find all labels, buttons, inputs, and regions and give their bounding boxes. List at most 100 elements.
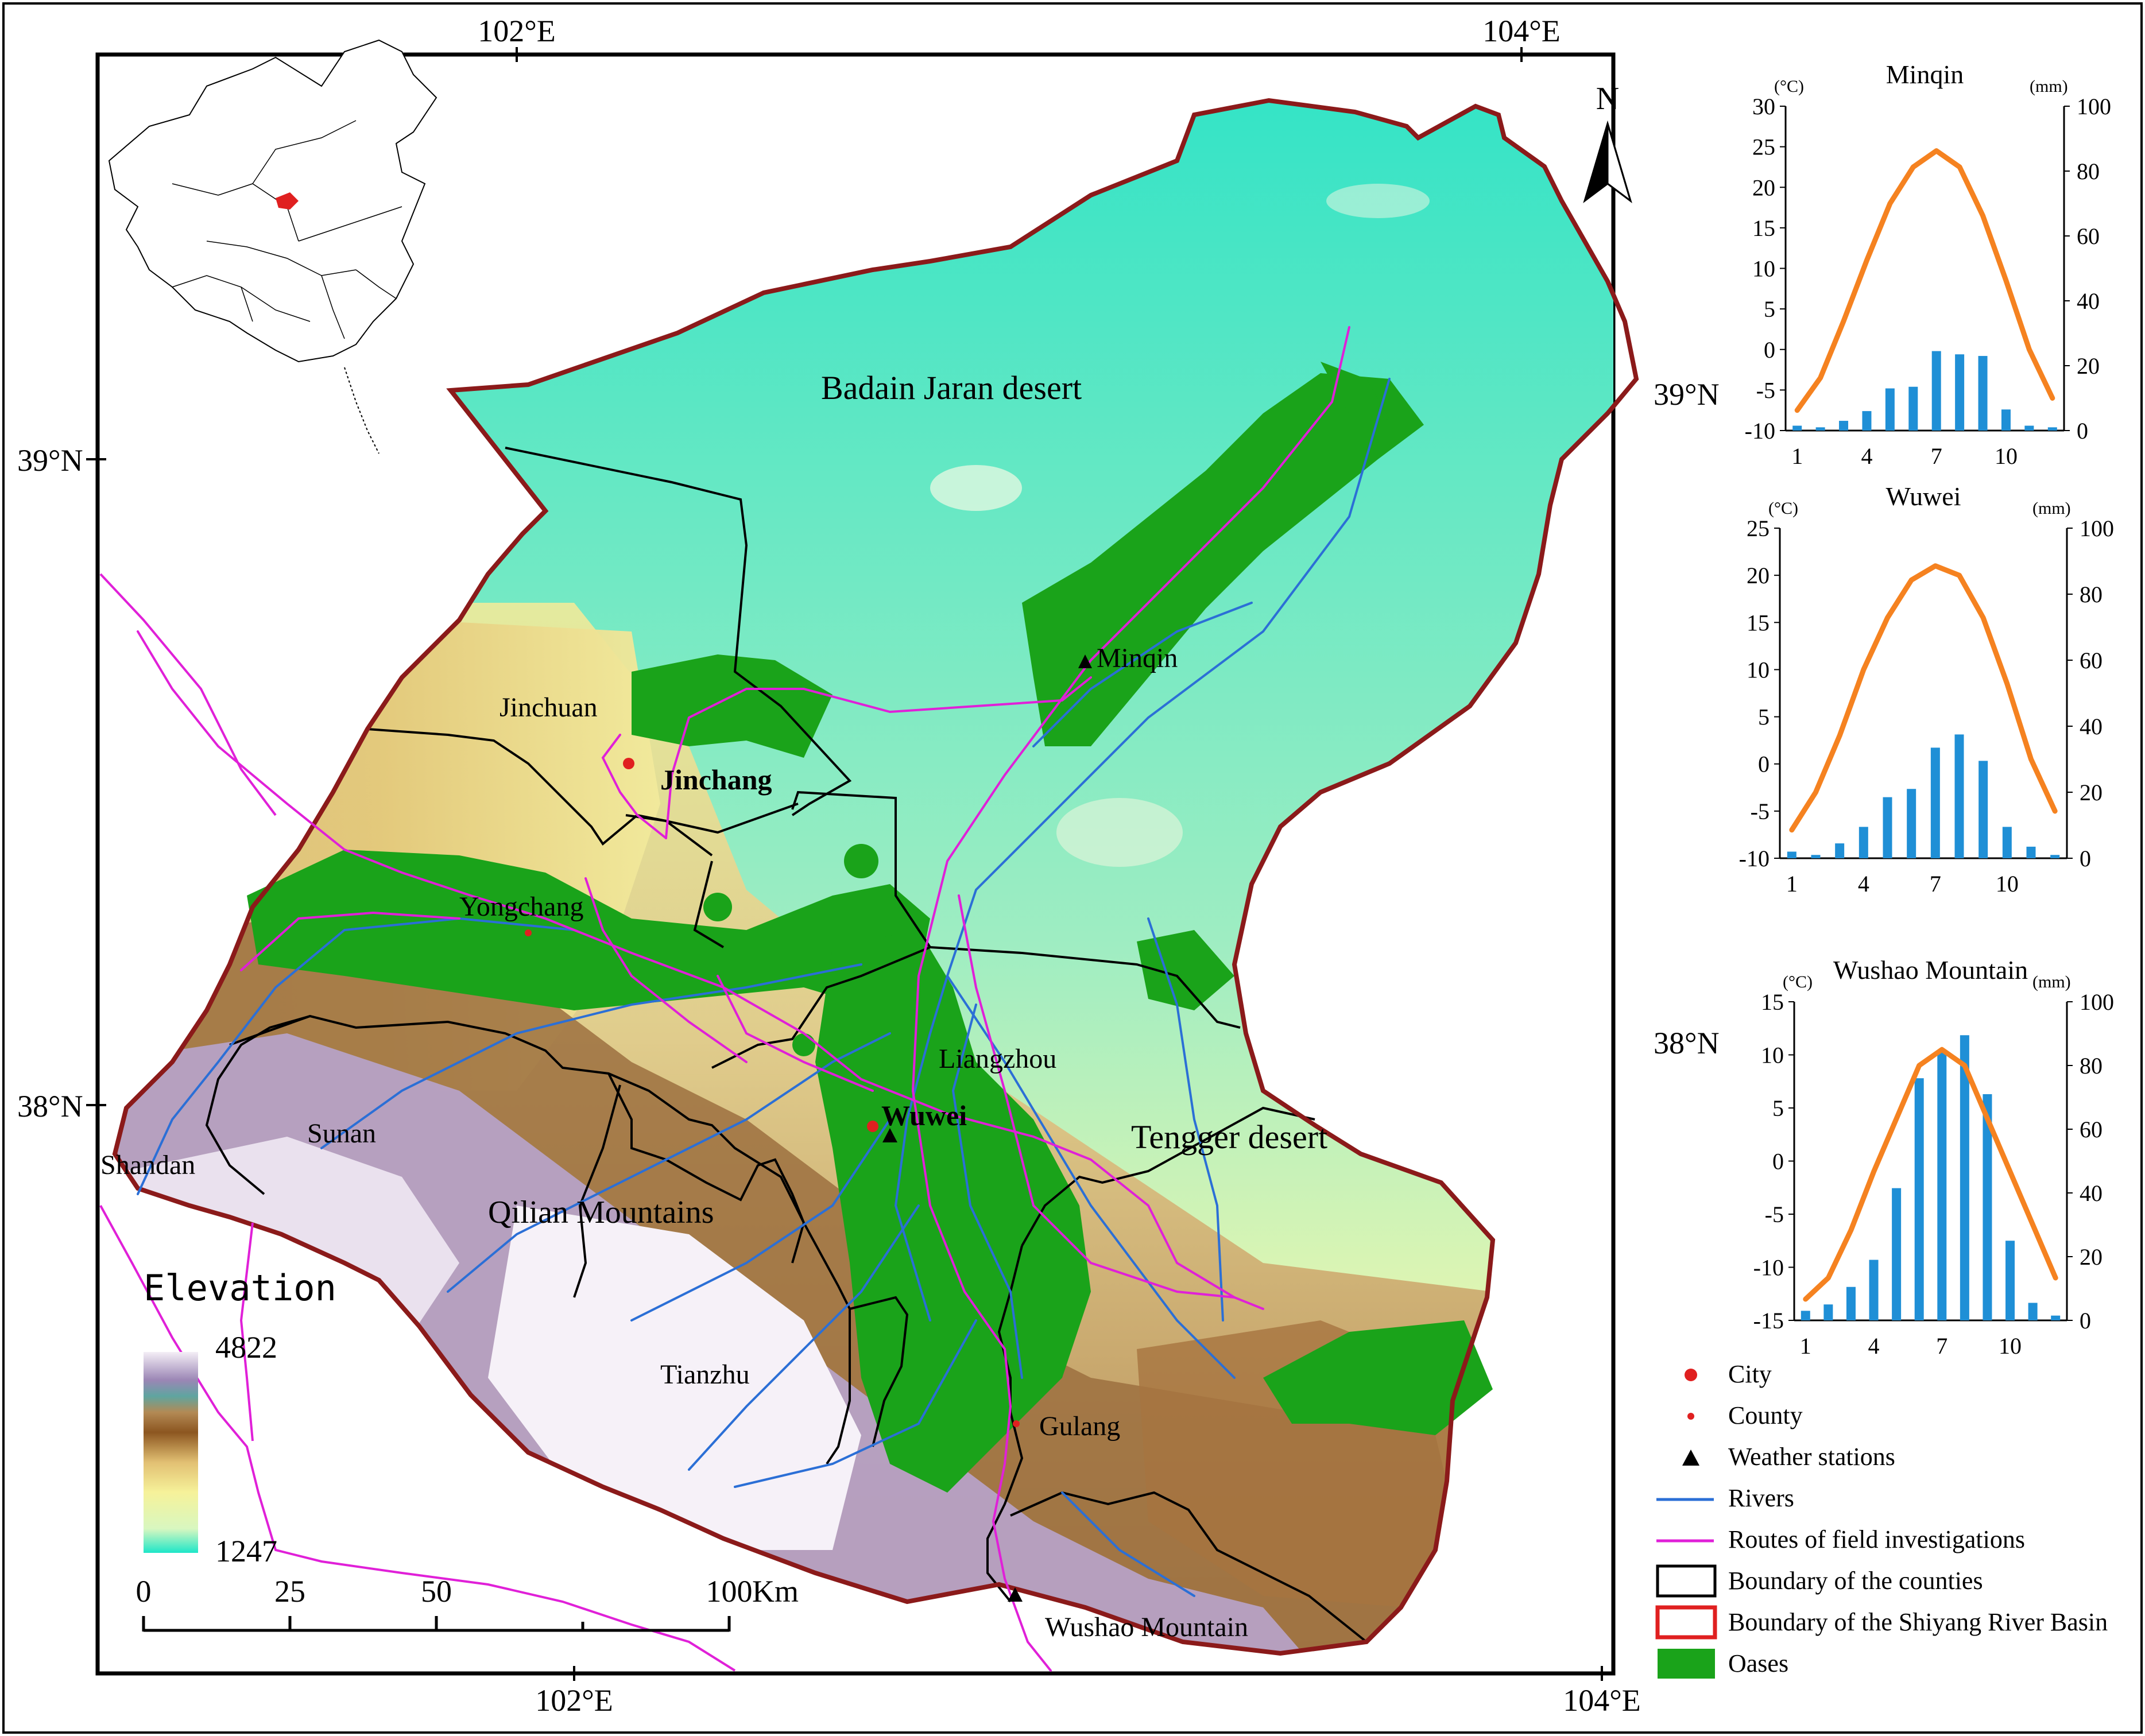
precip-bar xyxy=(1823,1304,1833,1320)
lat-label-left-38: 38°N xyxy=(17,1089,83,1123)
chart-right-unit: (mm) xyxy=(2032,972,2071,991)
precip-tick-label: 40 xyxy=(2080,714,2103,739)
lat-label-left-39: 39°N xyxy=(17,443,83,478)
precip-bar xyxy=(1983,1094,1992,1320)
month-tick-label: 1 xyxy=(1791,443,1803,469)
north-arrow-icon: N xyxy=(1583,81,1632,203)
legend-counties-symbol xyxy=(1656,1564,1717,1598)
precip-tick-label: 40 xyxy=(2080,1180,2103,1206)
precip-bar xyxy=(1937,1051,1947,1320)
lon-label-top-104: 104°E xyxy=(1482,14,1561,48)
label-tengger-desert: Tengger desert xyxy=(1131,1118,1327,1156)
lon-label-top-102: 102°E xyxy=(478,14,556,48)
label-tianzhu: Tianzhu xyxy=(660,1359,750,1390)
precip-tick-label: 100 xyxy=(2077,94,2111,119)
chart-title: Wuwei xyxy=(1886,482,1961,511)
month-tick-label: 10 xyxy=(1999,1333,2022,1359)
precip-bar xyxy=(1907,789,1916,858)
basin-boundary xyxy=(112,98,1639,1656)
precip-bar xyxy=(1885,388,1895,431)
county-boundaries xyxy=(205,447,1368,1643)
precip-tick-label: 100 xyxy=(2080,516,2114,541)
precip-bar xyxy=(2005,1241,2015,1320)
map-legend: City County Weather stations Rivers Rout… xyxy=(1655,1360,2108,1679)
temp-tick-label: 20 xyxy=(1747,563,1770,588)
precip-bar xyxy=(1792,425,1802,431)
temp-tick-label: 15 xyxy=(1752,215,1775,241)
precip-tick-label: 80 xyxy=(2080,582,2103,607)
month-tick-label: 4 xyxy=(1861,443,1872,469)
month-tick-label: 4 xyxy=(1858,871,1869,897)
precip-tick-label: 80 xyxy=(2077,158,2100,184)
legend-basin-symbol xyxy=(1655,1605,1717,1640)
lon-label-bottom-102: 102°E xyxy=(535,1683,613,1718)
precip-bar xyxy=(1892,1188,1902,1320)
temp-tick-label: -10 xyxy=(1739,846,1770,871)
legend-label-weather: Weather stations xyxy=(1728,1443,1895,1471)
legend-label-basin: Boundary of the Shiyang River Basin xyxy=(1728,1608,2108,1636)
precip-bar xyxy=(1787,851,1796,858)
lon-label-bottom-104: 104°E xyxy=(1563,1683,1641,1718)
temp-tick-label: 25 xyxy=(1747,516,1770,541)
precip-tick-label: 0 xyxy=(2080,1308,2091,1334)
elevation-title: Elevation xyxy=(144,1267,336,1309)
label-yongchang: Yongchang xyxy=(459,892,583,922)
label-wuwei: Wuwei xyxy=(881,1099,967,1132)
city-marker-jinchang xyxy=(623,758,634,769)
month-tick-label: 7 xyxy=(1931,443,1942,469)
precip-bar xyxy=(2024,425,2034,431)
precip-tick-label: 80 xyxy=(2080,1053,2103,1079)
legend-oases-symbol xyxy=(1658,1649,1715,1679)
precip-tick-label: 20 xyxy=(2077,353,2100,379)
temp-tick-label: 15 xyxy=(1761,989,1784,1015)
temp-tick-label: -5 xyxy=(1756,377,1775,403)
climate-chart-minqin: Minqin(°C) (mm)302520151050-5-10100806040… xyxy=(1745,60,2111,469)
month-tick-label: 7 xyxy=(1930,871,1941,897)
precip-bar xyxy=(1815,427,1825,431)
precip-bar xyxy=(1960,1035,1969,1320)
chart-title: Wushao Mountain xyxy=(1833,955,2028,985)
scale-tick-25: 25 xyxy=(274,1574,305,1609)
legend-label-routes: Routes of field investigations xyxy=(1728,1525,2025,1553)
temp-tick-label: 0 xyxy=(1764,337,1775,363)
temp-tick-label: 20 xyxy=(1752,175,1775,200)
temp-tick-label: 15 xyxy=(1747,610,1770,636)
precip-bar xyxy=(1835,843,1845,858)
lat-label-right-39: 39°N xyxy=(1654,377,1720,412)
precip-bar xyxy=(1955,354,1965,431)
elevation-min: 1247 xyxy=(215,1534,277,1568)
graticule-ticks xyxy=(86,47,1603,1681)
climate-chart-wuwei: Wuwei (°C) (mm) 25 20 15 10 5 0 -5 -10 100 80 60 40 20 0… xyxy=(1739,482,2114,897)
elevation-legend: Elevation 4822 1247 xyxy=(144,1267,336,1568)
climate-chart-wushao-mountain: Wushao Mountain(°C) (mm)151050-5-10-15100… xyxy=(1753,955,2114,1359)
north-label: N xyxy=(1596,81,1619,117)
legend-city-symbol xyxy=(1685,1369,1697,1381)
label-sunan: Sunan xyxy=(307,1118,376,1149)
weather-station-minqin xyxy=(1078,654,1092,668)
precip-tick-label: 20 xyxy=(2080,780,2103,805)
precip-tick-label: 0 xyxy=(2077,418,2088,444)
month-tick-label: 10 xyxy=(1996,871,2019,897)
temp-tick-label: 0 xyxy=(1772,1149,1784,1175)
precip-bar xyxy=(1908,386,1918,431)
precip-tick-label: 40 xyxy=(2077,288,2100,314)
month-tick-label: 4 xyxy=(1868,1333,1880,1359)
temperature-line xyxy=(1794,148,2055,413)
month-tick-label: 7 xyxy=(1936,1333,1947,1359)
precip-bar xyxy=(1978,761,1988,858)
chart-right-unit: (mm) xyxy=(2030,77,2068,96)
legend-label-county: County xyxy=(1728,1401,1803,1429)
precip-bar xyxy=(1869,1260,1879,1320)
precip-bar xyxy=(1859,827,1868,858)
precip-bar xyxy=(1846,1286,1856,1320)
label-badain-jaran-desert: Badain Jaran desert xyxy=(821,369,1082,406)
county-marker-gulang xyxy=(1013,1420,1020,1427)
scale-bar: 0 25 50 100 Km xyxy=(136,1574,799,1632)
temp-tick-label: 30 xyxy=(1752,94,1775,119)
legend-label-rivers: Rivers xyxy=(1728,1484,1794,1512)
temp-tick-label: 10 xyxy=(1747,657,1770,683)
month-tick-label: 10 xyxy=(1995,443,2018,469)
precip-bar xyxy=(1978,356,1988,431)
legend-county-symbol xyxy=(1687,1413,1694,1420)
